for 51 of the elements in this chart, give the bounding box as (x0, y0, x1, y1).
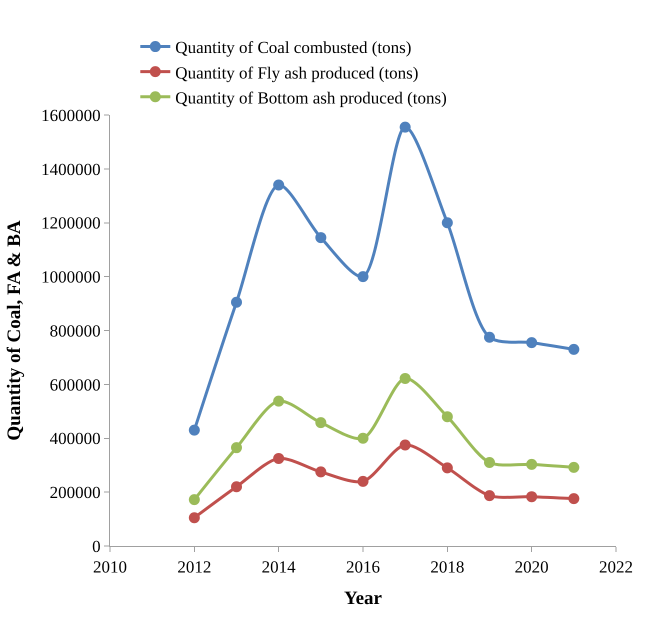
y-tick-label: 800000 (50, 321, 101, 340)
point (442, 217, 453, 228)
point (568, 493, 580, 504)
point (358, 476, 368, 487)
point (484, 332, 495, 343)
point (188, 512, 200, 524)
point (526, 491, 538, 502)
point (188, 494, 200, 506)
legend-label: Quantity of Bottom ash produced (tons) (175, 88, 447, 108)
point (231, 442, 242, 454)
y-tick-label: 0 (92, 536, 101, 556)
y-tick-label: 1000000 (41, 268, 101, 287)
point (526, 337, 538, 348)
point (315, 417, 326, 428)
y-axis-title: Quantity of Coal, FA & BA (4, 220, 25, 441)
point (442, 462, 453, 474)
x-tick-label: 2020 (514, 557, 549, 576)
x-tick-label: 2018 (430, 557, 464, 576)
point (400, 439, 411, 450)
point (188, 424, 200, 436)
legend-label: Quantity of Fly ash produced (tons) (175, 63, 418, 82)
point (400, 372, 411, 384)
x-tick-label: 2014 (262, 557, 296, 576)
x-tick-label: 2022 (599, 557, 633, 576)
point (400, 122, 411, 133)
point (358, 432, 368, 444)
y-tick-label: 200000 (50, 483, 101, 502)
point (273, 452, 284, 464)
point (273, 396, 284, 407)
point (484, 490, 495, 502)
point (231, 296, 242, 308)
point (484, 456, 495, 468)
x-tick-label: 2016 (346, 557, 380, 576)
point (526, 458, 538, 470)
point (358, 271, 368, 282)
point (442, 411, 453, 422)
x-tick-label: 2010 (93, 557, 127, 576)
y-tick-label: 1600000 (41, 106, 101, 125)
x-tick-label: 2012 (177, 557, 212, 576)
point (231, 481, 242, 492)
point (568, 462, 580, 473)
y-tick-label: 1200000 (41, 214, 101, 233)
legend-label: Quantity of Coal combusted (tons) (175, 38, 412, 58)
point (315, 232, 326, 244)
y-tick-label: 600000 (50, 375, 101, 394)
y-tick-label: 1400000 (41, 160, 101, 179)
y-tick-label: 400000 (50, 429, 101, 448)
point (315, 466, 326, 478)
x-axis-title: Year (344, 588, 383, 610)
point (273, 180, 284, 191)
point (568, 344, 580, 355)
